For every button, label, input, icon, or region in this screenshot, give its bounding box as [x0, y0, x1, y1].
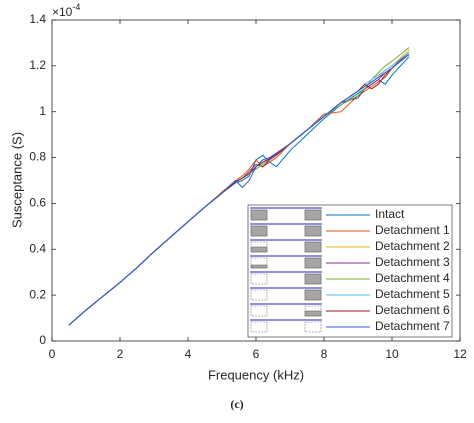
caption: (c) [230, 397, 243, 411]
y-tick-label: 0.6 [29, 196, 46, 210]
x-axis-label: Frequency (kHz) [208, 367, 304, 382]
y-tick-label: 1 [39, 104, 46, 118]
legend-label: Detachment 5 [375, 287, 450, 301]
legend-icon-fill [304, 257, 322, 269]
legend-icon-fill [304, 289, 322, 301]
x-tick-label: 6 [253, 347, 260, 361]
legend-icon-fill [304, 273, 322, 285]
legend-icon [250, 321, 268, 333]
x-tick-label: 12 [453, 347, 467, 361]
legend-label: Intact [375, 207, 405, 221]
legend-box [247, 204, 453, 338]
legend-icon [250, 289, 268, 301]
y-tick-label: 1.2 [29, 58, 46, 72]
legend-icon-fill [304, 241, 322, 253]
legend-label: Detachment 7 [375, 319, 450, 333]
legend-label: Detachment 4 [375, 271, 450, 285]
legend-icon-fill [304, 225, 322, 237]
x-tick-label: 2 [117, 347, 124, 361]
x-tick-label: 0 [49, 347, 56, 361]
y-tick-label: 1.4 [29, 12, 46, 26]
legend-label: Detachment 6 [375, 303, 450, 317]
legend-label: Detachment 2 [375, 239, 450, 253]
y-scale: ×10-4 [52, 2, 80, 19]
y-tick-label: 0.4 [29, 241, 46, 255]
legend-icon-fill [250, 246, 268, 253]
y-scale-base: ×10 [52, 5, 73, 19]
series-line [68, 54, 410, 326]
x-tick-label: 8 [321, 347, 328, 361]
legend-icon [250, 273, 268, 285]
legend-icon-fill [250, 209, 268, 221]
legend-icon [250, 305, 268, 317]
y-tick-label: 0.8 [29, 150, 46, 164]
legend-icon-fill [250, 225, 268, 237]
x-tick-label: 10 [385, 347, 399, 361]
legend-icon-fill [304, 209, 322, 221]
y-tick-label: 0.2 [29, 287, 46, 301]
x-tick-label: 4 [185, 347, 192, 361]
legend-icon [304, 321, 322, 333]
y-scale-exponent: -4 [72, 2, 80, 12]
legend-label: Detachment 3 [375, 255, 450, 269]
y-tick-label: 0 [39, 333, 46, 347]
y-axis-label: Susceptance (S) [9, 132, 24, 228]
legend-icon-fill [304, 310, 322, 317]
legend-label: Detachment 1 [375, 223, 450, 237]
legend-icon-fill [250, 264, 268, 269]
